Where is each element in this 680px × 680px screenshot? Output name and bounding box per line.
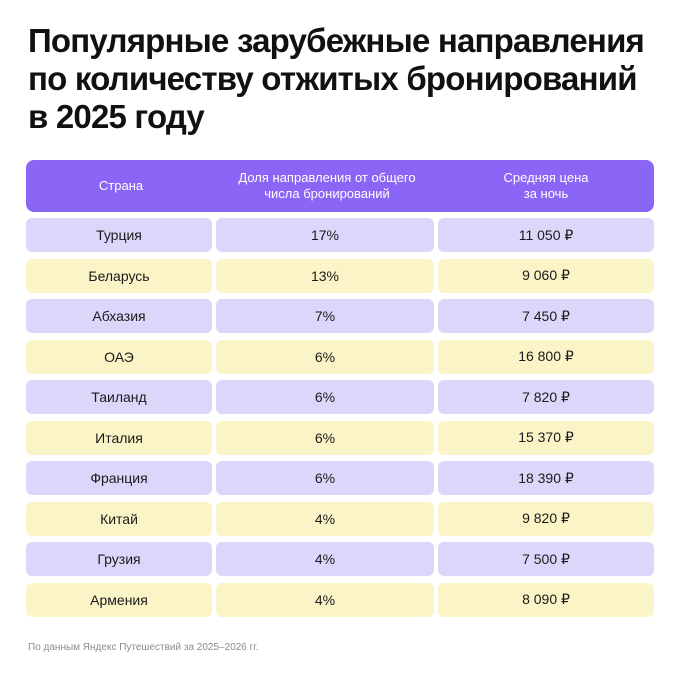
table-row: Франция 6% 18 390 ₽ [26,461,654,495]
price-cell: 8 090 ₽ [438,582,654,617]
country-cell: Беларусь [26,258,212,293]
header-price: Средняя цена за ночь [503,170,589,201]
price-cell: 9 060 ₽ [438,258,654,293]
price-cell: 15 370 ₽ [438,420,654,455]
country-cell: ОАЭ [26,339,212,374]
country-cell: Абхазия [26,299,212,333]
table-row: Китай 4% 9 820 ₽ [26,501,654,536]
country-cell: Италия [26,420,212,455]
share-cell: 7% [216,299,434,333]
country-cell: Франция [26,461,212,495]
table-row: ОАЭ 6% 16 800 ₽ [26,339,654,374]
share-cell: 6% [216,461,434,495]
price-cell: 16 800 ₽ [438,339,654,374]
table-row: Таиланд 6% 7 820 ₽ [26,380,654,414]
country-cell: Турция [26,218,212,252]
source-footnote: По данным Яндекс Путешествий за 2025–202… [28,642,259,653]
share-cell: 6% [216,380,434,414]
header-share: Доля направления от общего числа брониро… [238,170,416,201]
share-cell: 4% [216,582,434,617]
price-cell: 7 450 ₽ [438,299,654,333]
share-cell: 13% [216,258,434,293]
table-row: Беларусь 13% 9 060 ₽ [26,258,654,293]
country-cell: Таиланд [26,380,212,414]
price-cell: 7 500 ₽ [438,542,654,576]
title-line: по количеству отжитых бронирований [28,60,638,97]
share-cell: 4% [216,542,434,576]
price-cell: 7 820 ₽ [438,380,654,414]
table-row: Армения 4% 8 090 ₽ [26,582,654,617]
title-line: Популярные зарубежные направления [28,22,645,59]
page-title: Популярные зарубежные направления по кол… [28,22,668,136]
price-cell: 9 820 ₽ [438,501,654,536]
share-cell: 6% [216,339,434,374]
price-cell: 18 390 ₽ [438,461,654,495]
price-cell: 11 050 ₽ [438,218,654,252]
table-row: Абхазия 7% 7 450 ₽ [26,299,654,333]
table-row: Грузия 4% 7 500 ₽ [26,542,654,576]
title-line: в 2025 году [28,98,205,135]
table-header: Страна Доля направления от общего числа … [26,160,654,212]
share-cell: 17% [216,218,434,252]
header-country: Страна [98,178,144,193]
table-body: Турция 17% 11 050 ₽ Беларусь 13% 9 060 ₽… [26,218,654,623]
country-cell: Китай [26,501,212,536]
share-cell: 6% [216,420,434,455]
country-cell: Армения [26,582,212,617]
table-row: Италия 6% 15 370 ₽ [26,420,654,455]
country-cell: Грузия [26,542,212,576]
share-cell: 4% [216,501,434,536]
table-row: Турция 17% 11 050 ₽ [26,218,654,252]
